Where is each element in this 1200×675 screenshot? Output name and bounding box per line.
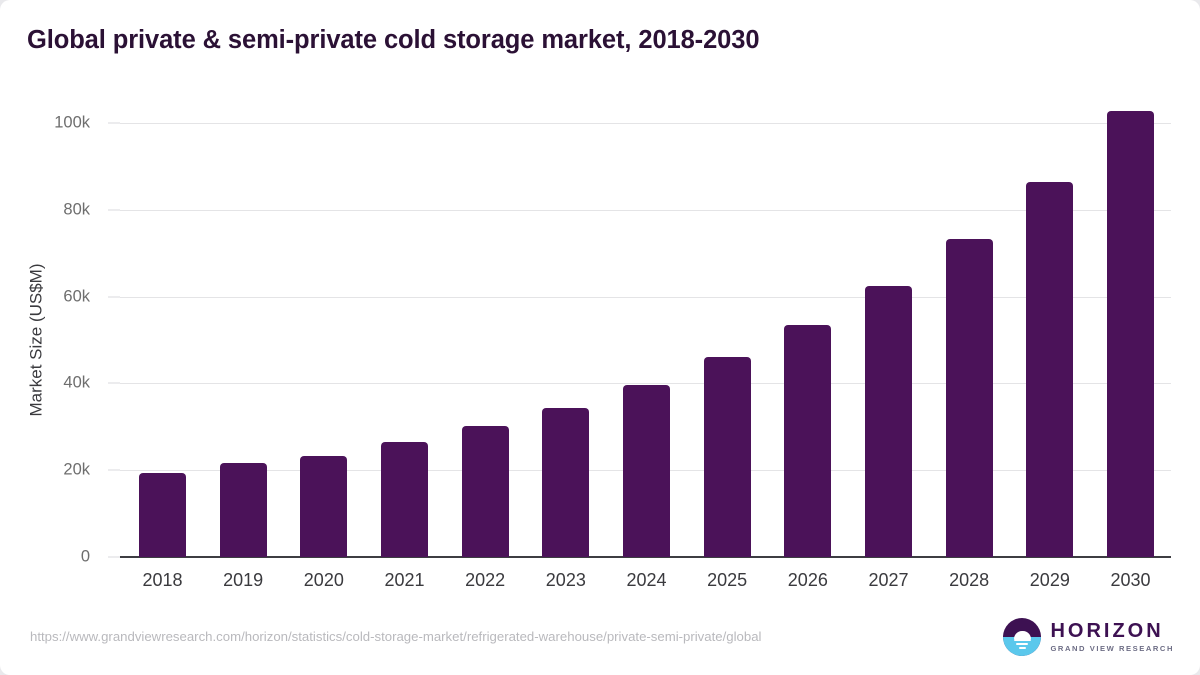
bar[interactable]: [381, 442, 428, 557]
y-tick-label: 80k: [63, 200, 90, 219]
x-tick-label: 2021: [384, 570, 425, 590]
y-tick-mark: [108, 296, 120, 298]
gridline: [120, 296, 1171, 298]
y-tick-label: 100k: [54, 113, 90, 132]
logo-ray-1: [1013, 639, 1031, 642]
bar[interactable]: [865, 286, 912, 557]
plot-area: 0 20k 40k 60k 80k 100k: [54, 110, 1171, 566]
x-tick-label: 2022: [465, 570, 506, 590]
logo-ray-2: [1016, 643, 1029, 646]
y-tick-mark: [108, 469, 120, 471]
y-tick-label: 20k: [63, 460, 90, 479]
x-tick-label: 2023: [545, 570, 586, 590]
chart-title: Global private & semi-private cold stora…: [27, 26, 760, 54]
brand-logo: HORIZON GRAND VIEW RESEARCH: [1003, 618, 1174, 656]
bar[interactable]: [784, 325, 832, 557]
x-tick-label: 2028: [949, 570, 990, 590]
y-tick-mark: [108, 556, 120, 558]
gridline: [120, 383, 1171, 385]
bar[interactable]: [703, 357, 751, 557]
gridline: [120, 123, 1171, 124]
brand-text: HORIZON GRAND VIEW RESEARCH: [1050, 621, 1174, 653]
bar[interactable]: [1026, 182, 1074, 557]
brand-name: HORIZON: [1050, 620, 1164, 643]
x-tick-label: 2020: [303, 570, 344, 590]
bar[interactable]: [219, 463, 267, 557]
y-tick-label: 60k: [63, 287, 90, 306]
y-tick-mark: [108, 209, 120, 211]
logo-ray-3: [1018, 646, 1026, 649]
x-tick-label: 2026: [787, 570, 828, 590]
horizon-sun-circle-icon: [1003, 618, 1042, 656]
y-tick-label: 0: [80, 547, 90, 566]
gridline: [120, 209, 1171, 211]
x-tick-label: 2018: [142, 570, 183, 590]
brand-tagline: GRAND VIEW RESEARCH: [1050, 644, 1174, 654]
y-tick-label: 40k: [63, 373, 90, 392]
source-url[interactable]: https://www.grandviewresearch.com/horizo…: [30, 629, 762, 644]
bar[interactable]: [1107, 110, 1154, 557]
x-tick-label: 2029: [1029, 570, 1070, 590]
x-axis-line: [120, 556, 1171, 558]
y-axis-title: Market Size (US$M): [25, 123, 49, 557]
bar[interactable]: [300, 455, 348, 557]
x-tick-label: 2025: [707, 570, 748, 590]
bar[interactable]: [461, 425, 509, 557]
y-tick-mark: [108, 122, 120, 124]
x-tick-label: 2024: [626, 570, 667, 590]
bar[interactable]: [623, 384, 670, 557]
logo-sea-shape: [1003, 637, 1042, 656]
bar[interactable]: [945, 239, 993, 557]
bar[interactable]: [542, 408, 590, 557]
x-tick-label: 2027: [868, 570, 909, 590]
logo-sun-shape: [1013, 630, 1031, 640]
y-tick-mark: [108, 382, 120, 384]
x-tick-label: 2030: [1110, 570, 1151, 590]
x-tick-label: 2019: [223, 570, 264, 590]
bar[interactable]: [139, 473, 186, 557]
